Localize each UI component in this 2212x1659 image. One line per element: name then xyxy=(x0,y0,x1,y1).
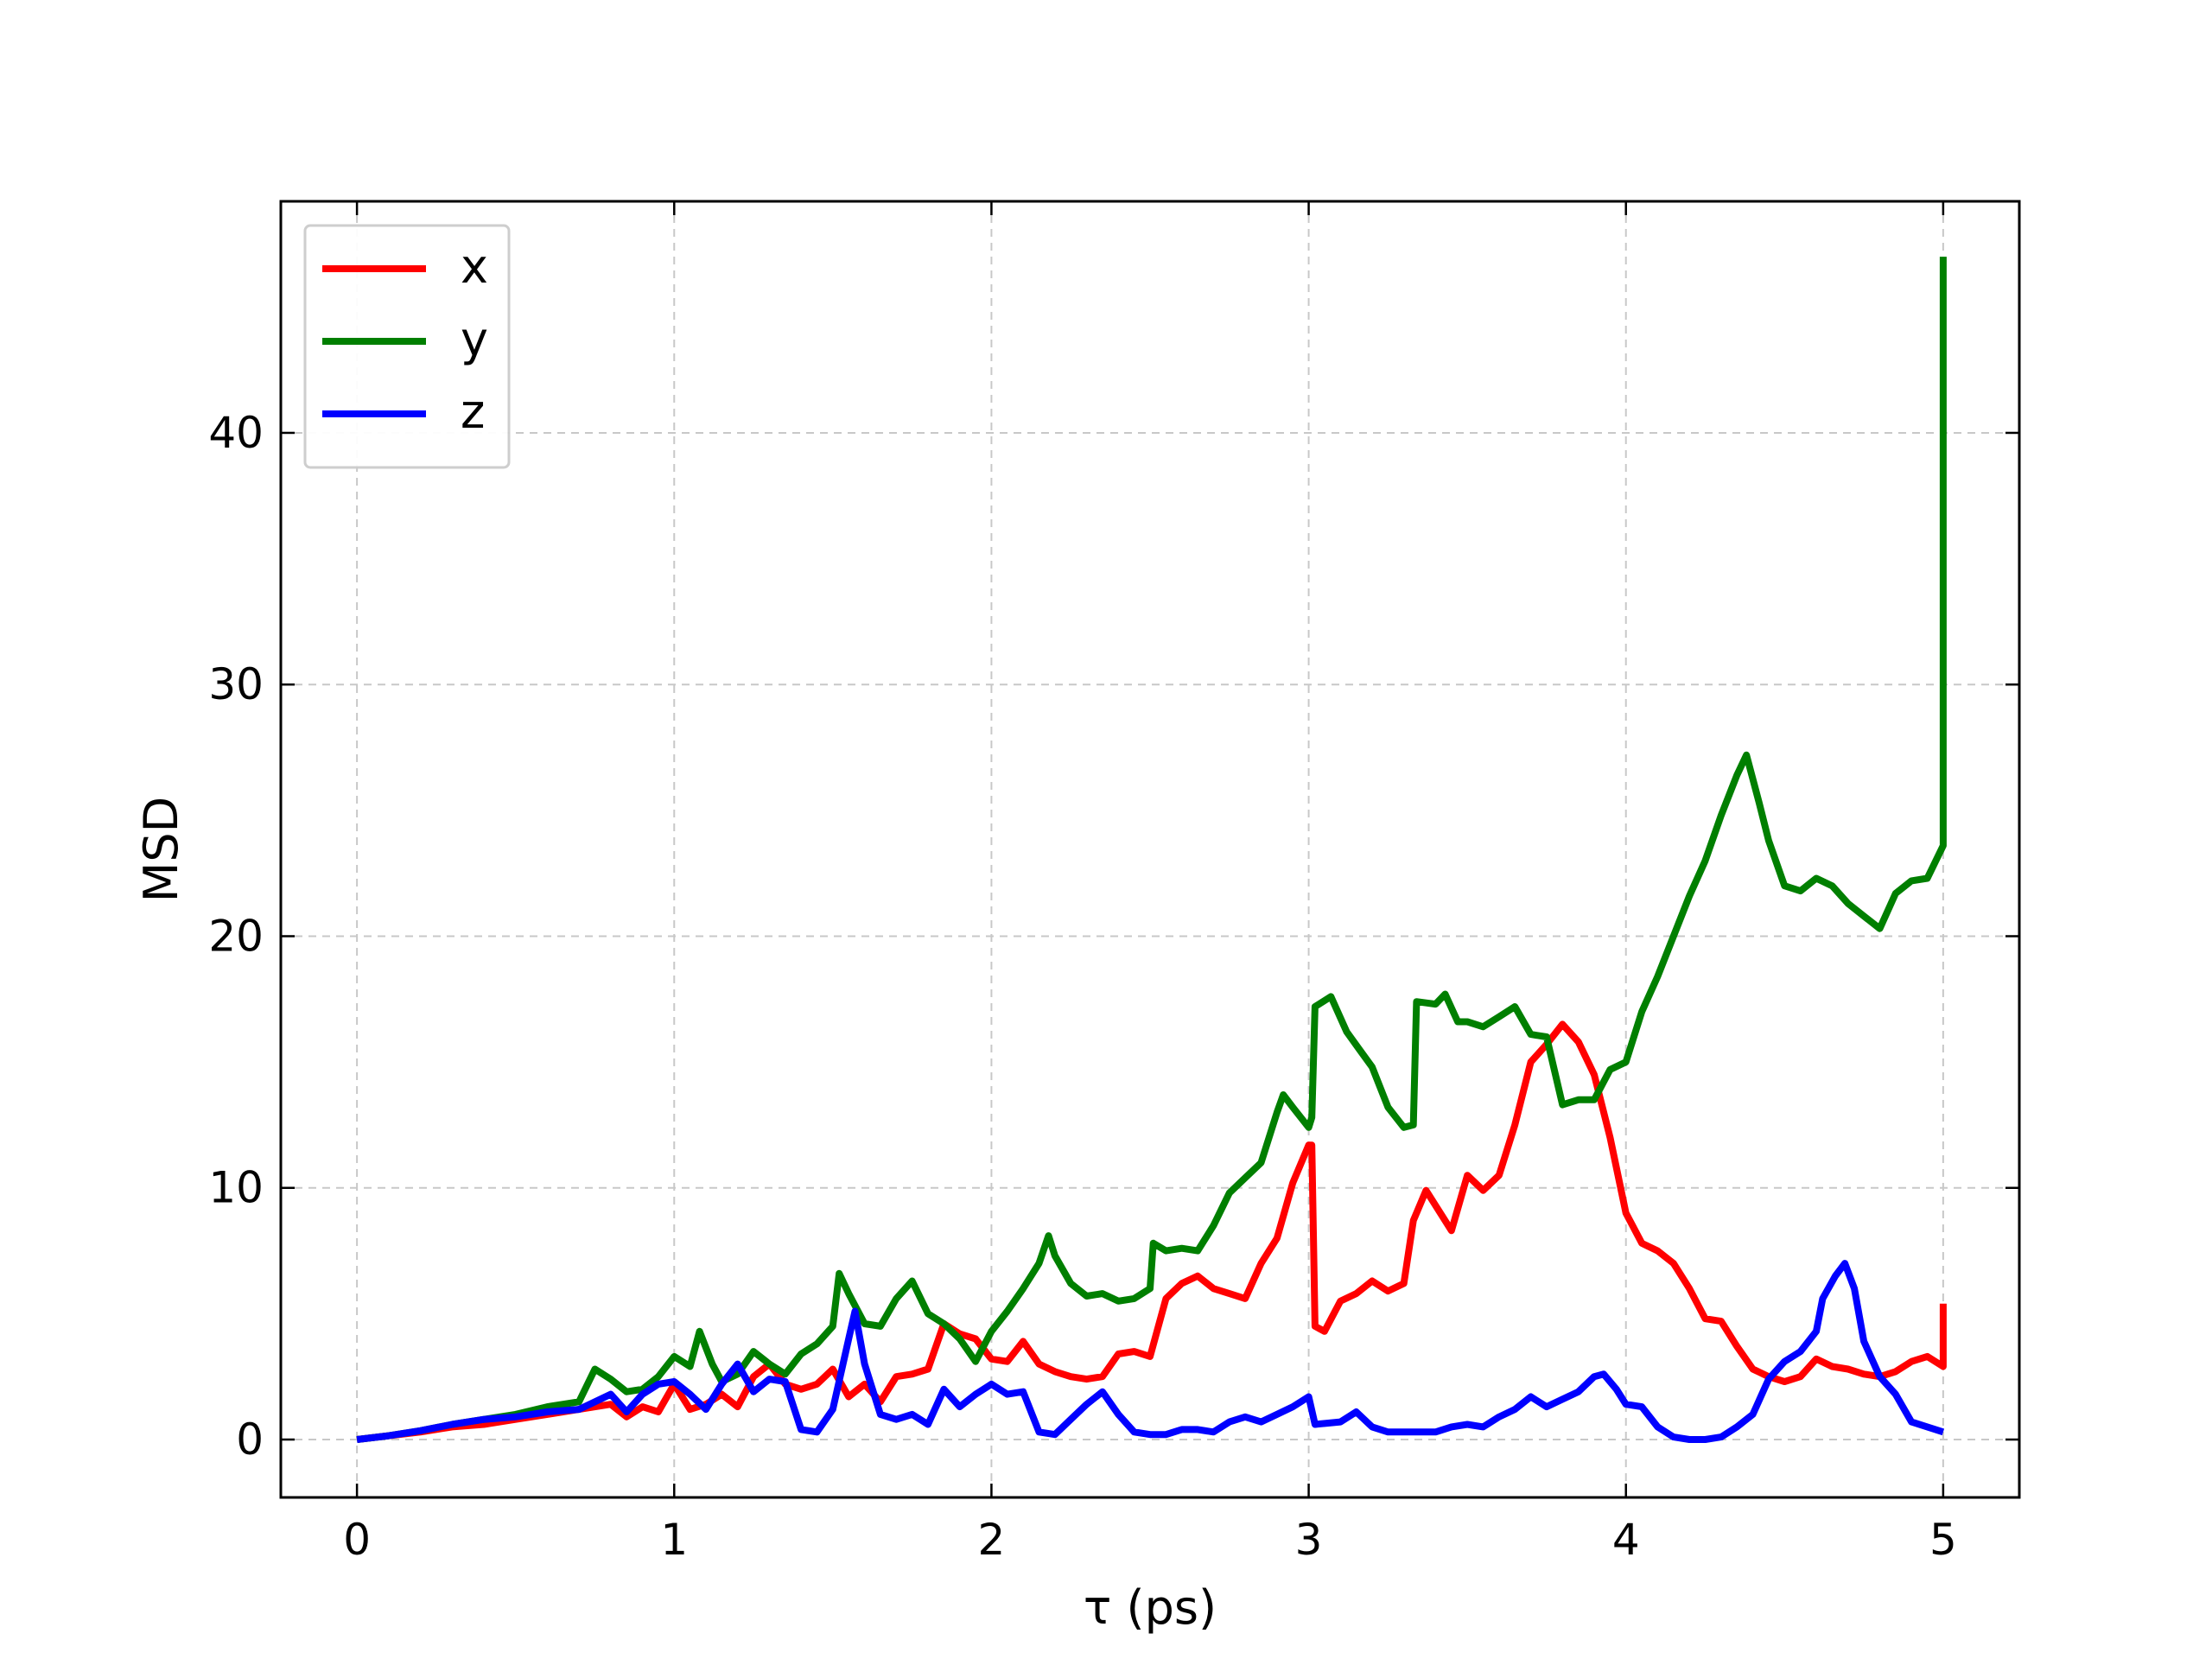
y-tick-label: 40 xyxy=(208,408,264,458)
y-tick-label: 20 xyxy=(208,911,264,961)
legend-label-z: z xyxy=(461,385,485,439)
legend: xyz xyxy=(303,224,511,469)
ticks: 0 1 2 3 4 5 0 10 20 30 40 xyxy=(208,201,2019,1565)
series-line-x xyxy=(356,1020,1947,1443)
series-lines xyxy=(356,257,1947,1443)
series-line-z xyxy=(356,1260,1945,1443)
plot-frame xyxy=(279,200,2021,1499)
x-tick-label: 5 xyxy=(1929,1515,1957,1565)
y-tick-label: 30 xyxy=(208,659,264,709)
legend-label-y: y xyxy=(461,312,488,366)
x-tick-label: 0 xyxy=(343,1515,371,1565)
x-axis-label: τ (ps) xyxy=(1084,1580,1217,1635)
y-axis-label: MSD xyxy=(134,797,188,902)
grid xyxy=(281,201,2019,1497)
x-tick-label: 1 xyxy=(660,1515,688,1565)
x-tick-label: 4 xyxy=(1612,1515,1640,1565)
legend-box xyxy=(303,224,511,469)
x-tick-label: 3 xyxy=(1295,1515,1323,1565)
x-tick-label: 2 xyxy=(978,1515,1006,1565)
legend-label-x: x xyxy=(461,239,488,294)
y-tick-label: 0 xyxy=(236,1414,264,1465)
y-tick-label: 10 xyxy=(208,1163,264,1213)
